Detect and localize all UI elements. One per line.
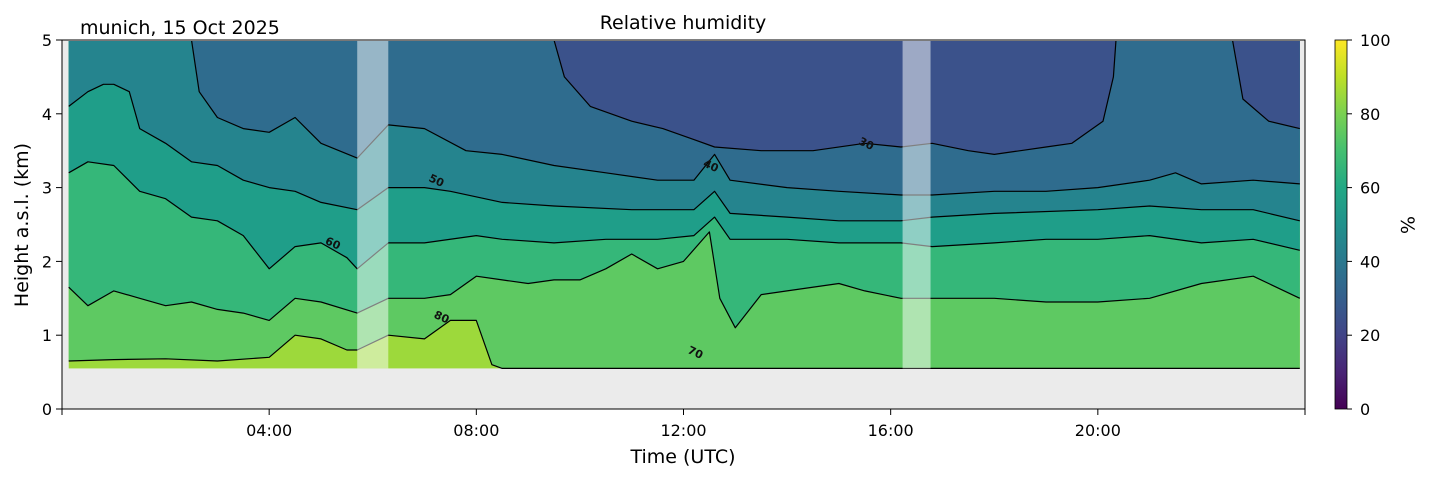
contour-line-60: [68, 161, 1300, 270]
y-tick-label: 4: [42, 105, 52, 124]
x-axis-label: Time (UTC): [629, 446, 735, 468]
y-tick-label: 1: [42, 326, 52, 345]
contour-label-40: 40: [701, 157, 721, 175]
colorbar-tick-label: 20: [1360, 326, 1380, 345]
colorbar-tick-label: 100: [1360, 31, 1391, 50]
no-data-gap: [357, 40, 389, 369]
x-tick-label: 20:00: [1075, 421, 1121, 440]
colorbar-tick-label: 40: [1360, 252, 1380, 271]
y-tick-label: 3: [42, 179, 52, 198]
x-axis: 04:00 08:00 12:00 16:00 20:00: [61, 409, 1306, 440]
contour-label-60: 60: [323, 234, 343, 252]
no-data-gaps: [357, 40, 931, 369]
y-tick-label: 5: [42, 31, 52, 50]
contour-labels: 80 70 60 50 40 30: [323, 135, 876, 362]
colorbar-tick-label: 60: [1360, 179, 1380, 198]
colorbar-ticks: 0 20 40 60 80 100: [1347, 31, 1391, 419]
chart-title: Relative humidity: [600, 12, 767, 34]
x-tick-label: 16:00: [868, 421, 914, 440]
humidity-fill-bands: [68, 41, 1300, 369]
x-tick-label: 08:00: [453, 421, 499, 440]
x-tick-label: 04:00: [246, 421, 292, 440]
contour-label-50: 50: [427, 172, 447, 190]
colorbar-tick-label: 80: [1360, 105, 1380, 124]
location-date-label: munich, 15 Oct 2025: [80, 17, 280, 39]
colorbar-tick-label: 0: [1360, 400, 1370, 419]
colorbar: [1334, 39, 1348, 410]
contour-label-70: 70: [686, 344, 706, 362]
y-axis-label: Height a.s.l. (km): [11, 143, 33, 307]
contour-line-80: [68, 319, 1300, 369]
y-axis: 0 1 2 3 4 5: [42, 31, 62, 419]
contour-lines: [68, 41, 1301, 369]
contour-line-70: [68, 231, 1301, 329]
contour-label-30: 30: [857, 135, 877, 153]
colorbar-label: %: [1396, 216, 1418, 234]
contour-line-50: [68, 83, 1300, 222]
y-tick-label: 0: [42, 400, 52, 419]
y-tick-label: 2: [42, 252, 52, 271]
x-tick-label: 12:00: [660, 421, 706, 440]
contour-label-80: 80: [432, 308, 452, 326]
no-data-gap: [902, 40, 931, 369]
contour-line-40: [191, 41, 1300, 196]
